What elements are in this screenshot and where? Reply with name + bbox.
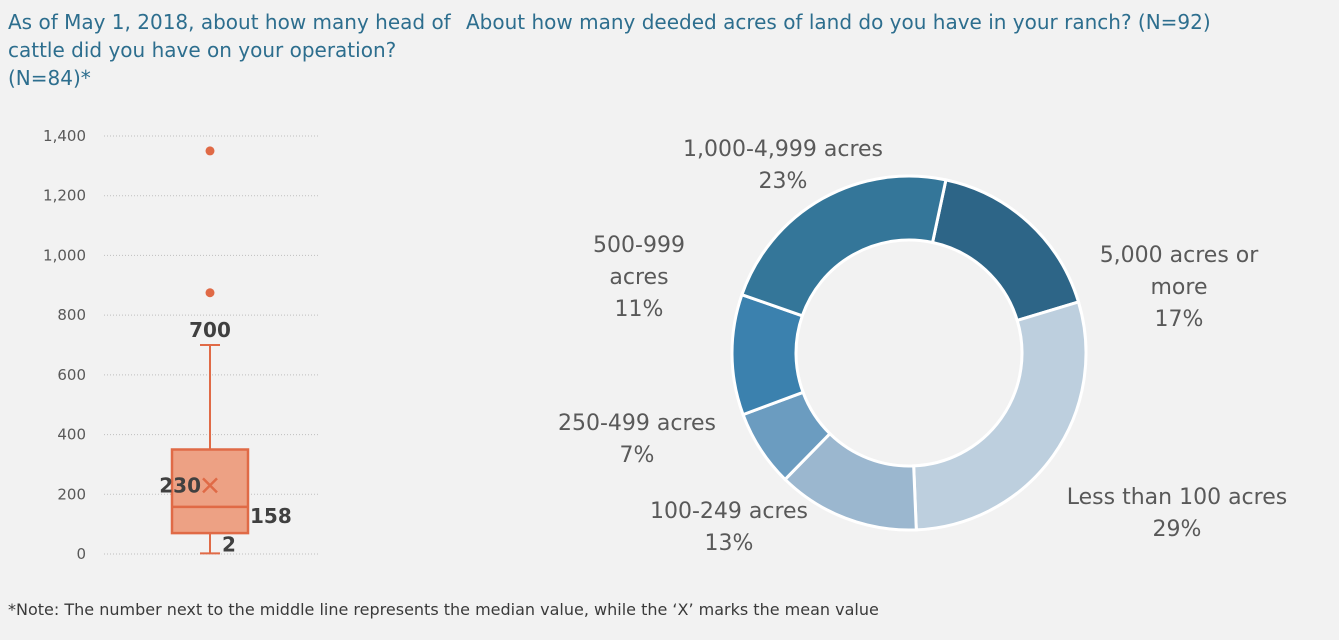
- outlier-point: [205, 288, 215, 298]
- slice-value-label: 29%: [1153, 517, 1202, 542]
- slice-label: 500-999 acres: [593, 233, 685, 290]
- slice-value-label: 7%: [620, 443, 655, 468]
- slice-label: Less than 100 acres: [1067, 485, 1287, 510]
- max-label: 700: [189, 318, 231, 342]
- donut-slice: [912, 300, 1088, 532]
- y-tick-label: 200: [57, 485, 86, 503]
- slice-value-label: 11%: [615, 297, 664, 322]
- mean-label: 230: [159, 473, 201, 497]
- y-tick-label: 1,000: [43, 246, 86, 264]
- y-tick-label: 1,400: [43, 127, 86, 145]
- y-tick-label: 600: [57, 366, 86, 384]
- iqr-box: [170, 448, 250, 535]
- boxplot-chart: 0 200 400 600 800 1,000 1,200 1,400 700 230 158 2: [43, 127, 320, 563]
- donut-slice: [739, 174, 948, 318]
- y-tick-label: 1,200: [43, 187, 86, 205]
- slice-label: 5,000 acres or more: [1100, 243, 1260, 300]
- median-label: 158: [250, 504, 292, 528]
- min-label: 2: [222, 532, 236, 556]
- outlier-point: [205, 146, 215, 156]
- y-tick-label: 400: [57, 426, 86, 444]
- slice-value-label: 23%: [759, 169, 808, 194]
- boxplot-title: As of May 1, 2018, about how many head o…: [8, 10, 451, 90]
- donut-chart: 5,000 acres or more 17% Less than 100 acres…: [558, 137, 1287, 556]
- slice-value-label: 13%: [705, 531, 754, 556]
- mean-marker: [202, 477, 218, 494]
- slice-value-label: 17%: [1155, 307, 1204, 332]
- slice-label: 1,000-4,999 acres: [683, 137, 883, 162]
- donut-slice: [930, 178, 1081, 323]
- slice-label: 250-499 acres: [558, 411, 716, 436]
- slice-label: 100-249 acres: [650, 499, 808, 524]
- y-tick-label: 0: [76, 545, 86, 563]
- footnote: *Note: The number next to the middle lin…: [8, 600, 879, 619]
- donut-title: About how many deeded acres of land do y…: [466, 10, 1211, 34]
- y-tick-label: 800: [57, 306, 86, 324]
